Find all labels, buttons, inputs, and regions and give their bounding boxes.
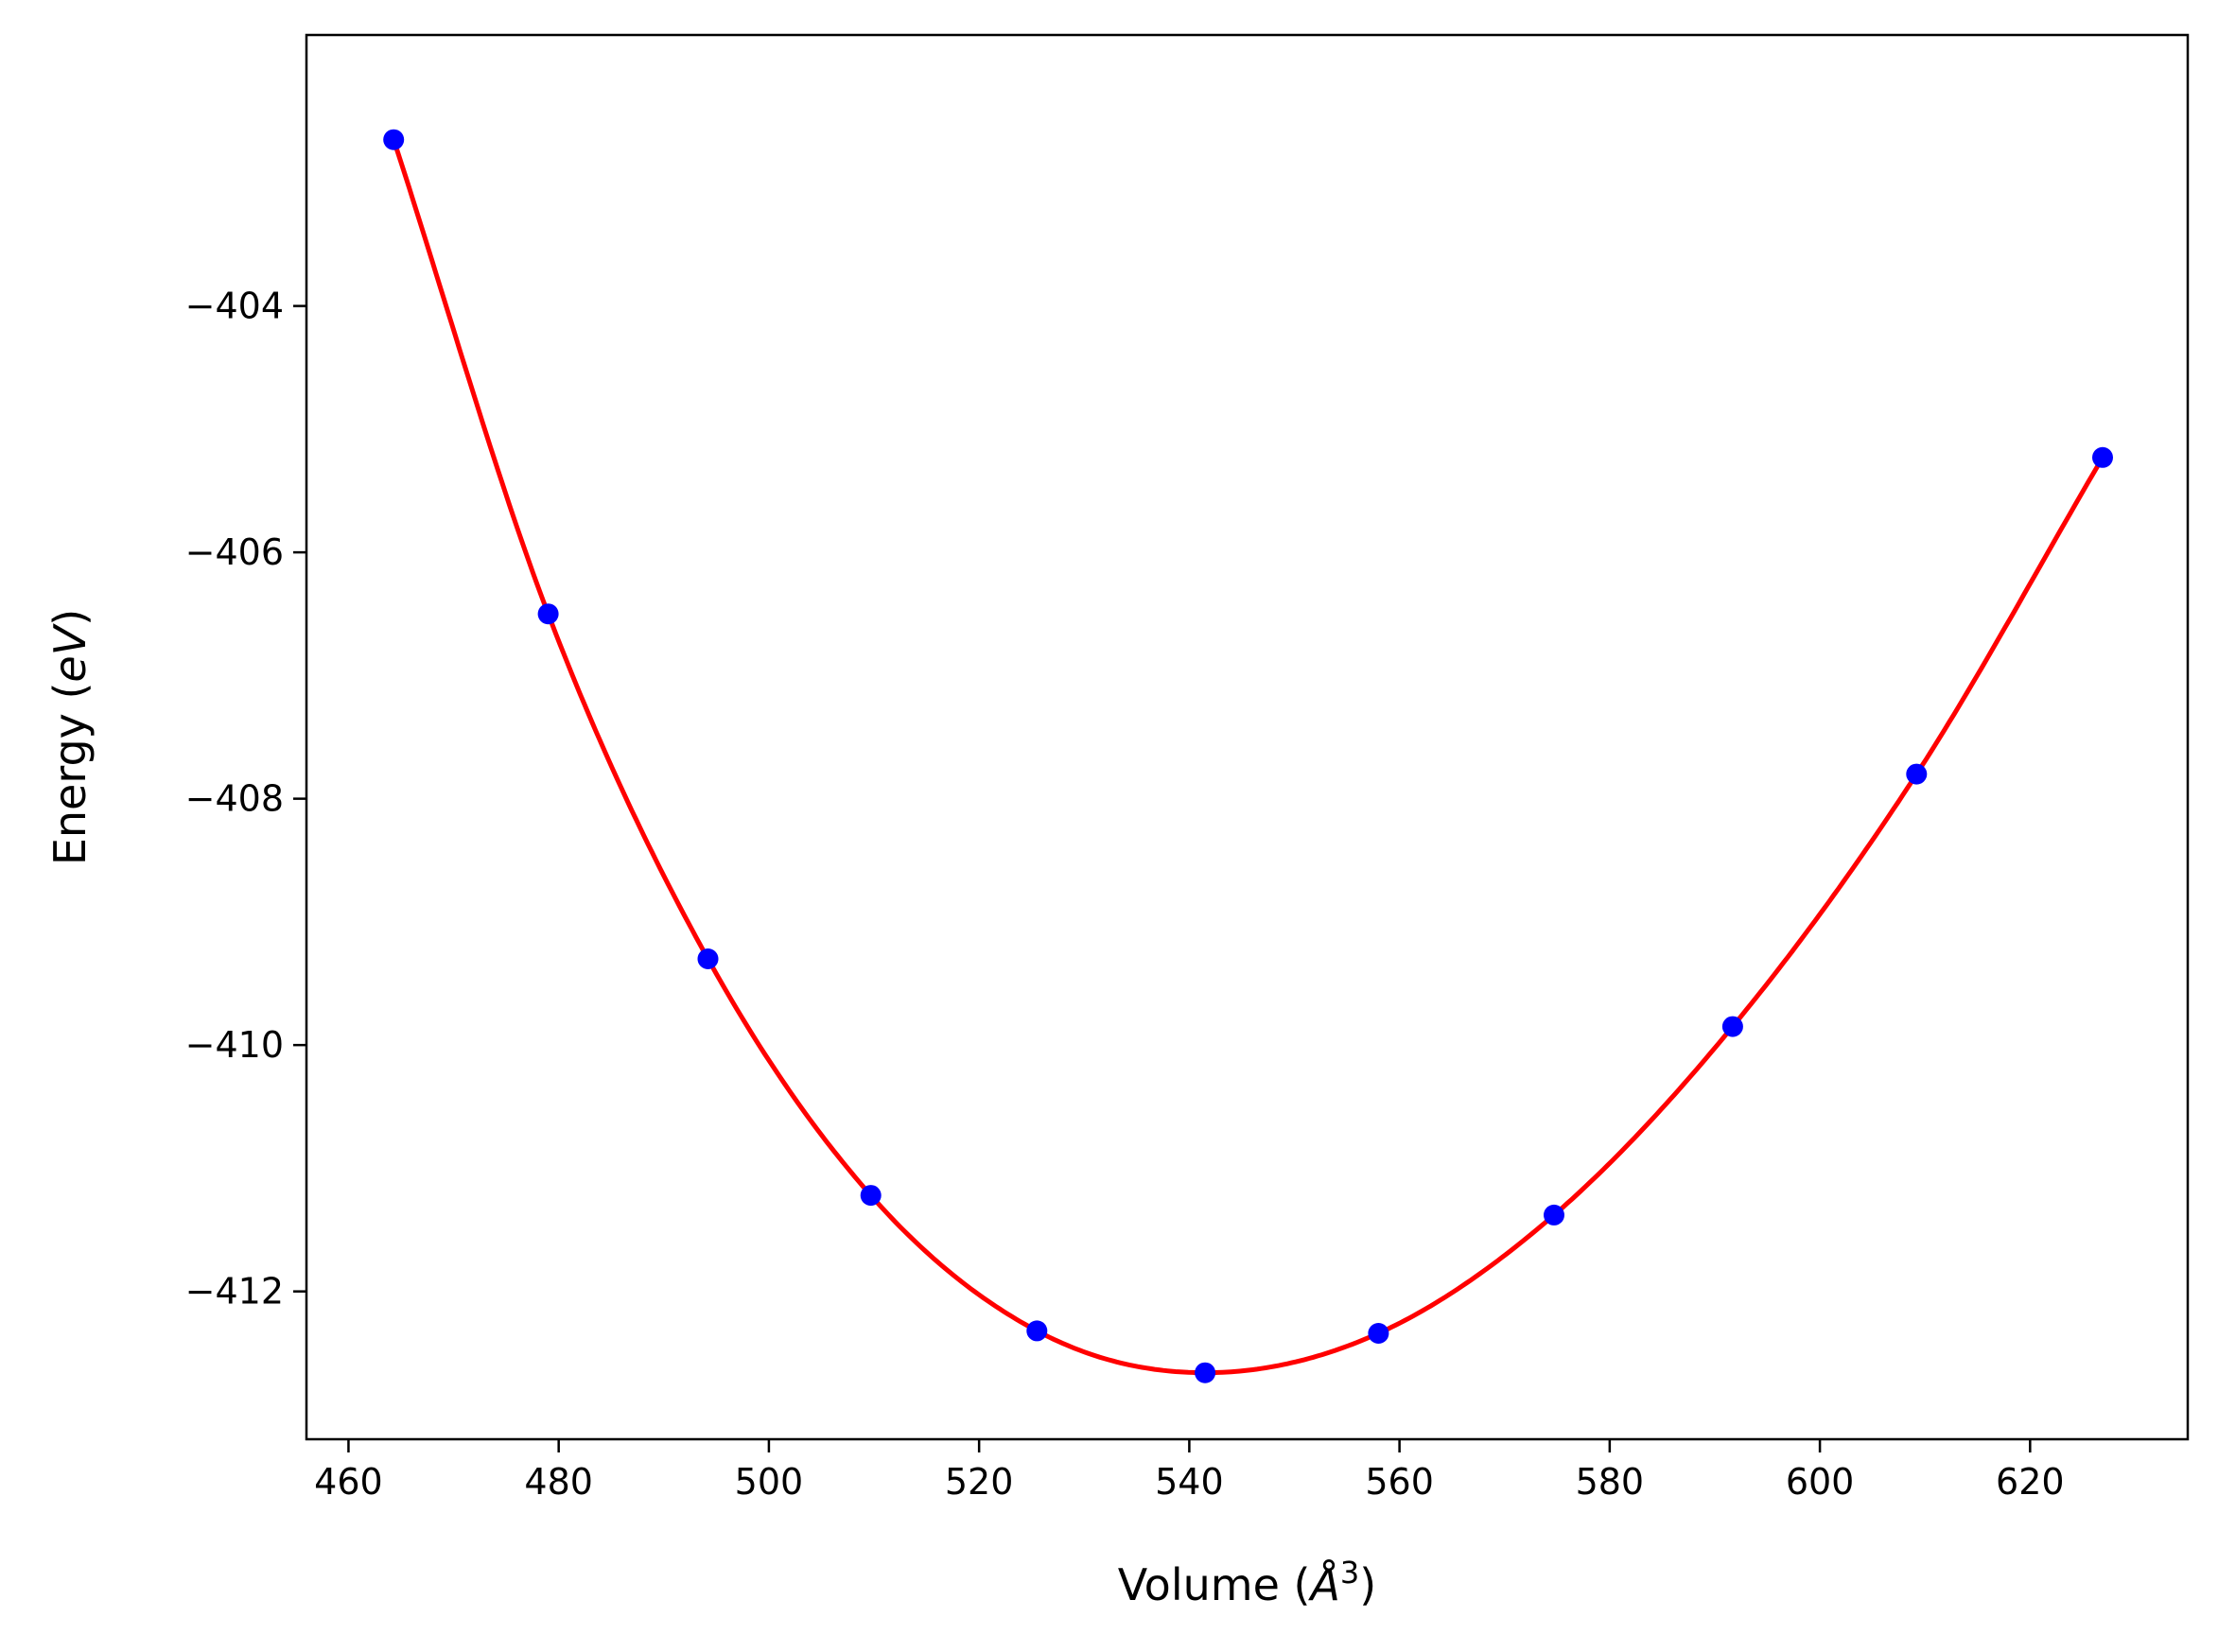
x-axis-label-superscript: 3 — [1340, 1555, 1359, 1591]
data-point — [1368, 1323, 1389, 1344]
y-axis-label-prefix: Energy ( — [44, 683, 96, 866]
data-point — [383, 129, 405, 150]
y-tick-label: −406 — [185, 531, 284, 573]
x-axis: 460 480 500 520 540 560 580 600 620 — [314, 1439, 2065, 1503]
x-tick-label: 560 — [1365, 1461, 1434, 1503]
plot-area — [383, 129, 2113, 1383]
y-tick-label: −404 — [185, 286, 284, 327]
x-axis-label-prefix: Volume ( — [1118, 1559, 1311, 1610]
data-point — [860, 1185, 882, 1207]
y-axis-label-suffix: ) — [44, 609, 96, 626]
data-point — [537, 603, 559, 625]
x-tick-label: 500 — [735, 1461, 804, 1503]
y-tick-label: −412 — [185, 1271, 284, 1313]
x-axis-label-suffix: ) — [1359, 1559, 1376, 1610]
data-point — [1544, 1204, 1564, 1226]
data-point — [1906, 763, 1928, 785]
data-point — [1721, 1016, 1743, 1037]
data-point — [1026, 1320, 1048, 1342]
x-tick-label: 540 — [1155, 1461, 1224, 1503]
y-tick-label: −410 — [185, 1024, 284, 1066]
x-tick-label: 460 — [314, 1461, 383, 1503]
y-axis: −404 −406 −408 −410 −412 — [185, 286, 306, 1313]
x-tick-label: 620 — [1996, 1461, 2065, 1503]
data-point — [1195, 1362, 1216, 1383]
plot-frame — [305, 33, 2190, 1441]
y-tick-label: −408 — [185, 778, 284, 820]
y-axis-label-unit: eV — [44, 622, 96, 682]
x-tick-label: 600 — [1786, 1461, 1855, 1503]
x-tick-label: 480 — [524, 1461, 593, 1503]
x-axis-label: Volume (Å3) — [1118, 1555, 1376, 1610]
x-axis-label-symbol: Å — [1307, 1559, 1339, 1610]
data-point — [697, 948, 719, 969]
y-axis-label: Energy (eV) — [44, 609, 96, 865]
x-tick-label: 520 — [945, 1461, 1014, 1503]
data-point — [2092, 446, 2113, 468]
x-tick-label: 580 — [1576, 1461, 1645, 1503]
